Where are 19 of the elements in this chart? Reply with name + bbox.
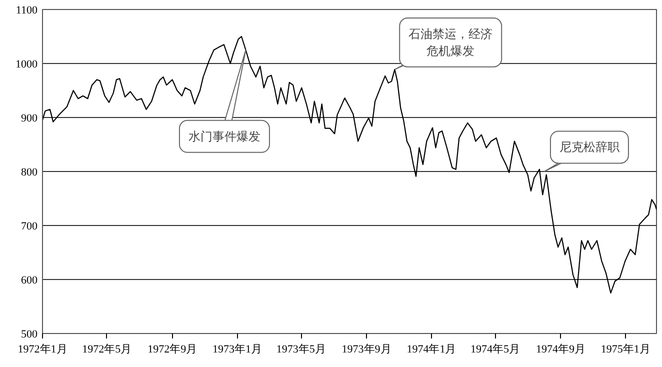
y-tick-label: 1000 bbox=[16, 58, 38, 70]
x-tick-label: 1974年5月 bbox=[470, 344, 520, 356]
annotation: 水门事件爆发 bbox=[188, 129, 260, 144]
y-tick-label: 500 bbox=[21, 328, 38, 340]
annotation: 石油禁运，经济危机爆发 bbox=[408, 27, 493, 58]
x-tick-label: 1974年1月 bbox=[406, 344, 456, 356]
y-tick-label: 900 bbox=[21, 112, 38, 124]
x-tick-label: 1973年1月 bbox=[212, 344, 262, 356]
y-tick-label: 800 bbox=[21, 166, 38, 178]
x-tick-label: 1973年9月 bbox=[342, 344, 392, 356]
x-tick-label: 1974年9月 bbox=[536, 344, 586, 356]
y-tick-label: 1100 bbox=[16, 4, 38, 16]
x-tick-label: 1973年5月 bbox=[276, 344, 326, 356]
y-tick-label: 600 bbox=[21, 274, 38, 286]
x-tick-label: 1972年9月 bbox=[148, 344, 198, 356]
x-tick-label: 1972年1月 bbox=[18, 344, 68, 356]
x-tick-label: 1975年1月 bbox=[600, 344, 650, 356]
y-tick-label: 700 bbox=[21, 220, 38, 232]
x-tick-label: 1972年5月 bbox=[82, 344, 132, 356]
